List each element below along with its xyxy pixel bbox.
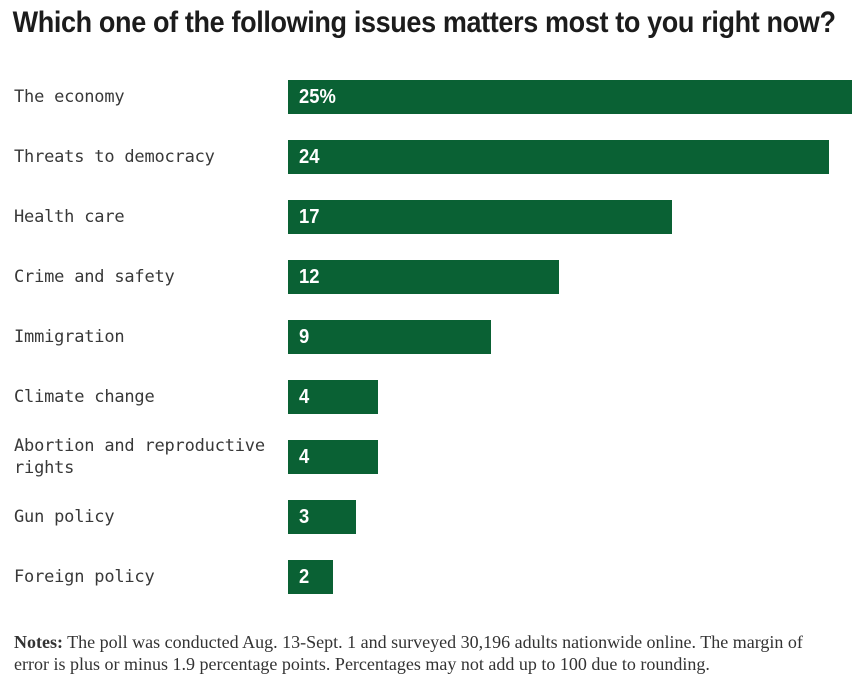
chart-row: The economy 25% xyxy=(0,67,867,127)
bar-value-label: 12 xyxy=(299,265,320,288)
chart-row: Climate change 4 xyxy=(0,367,867,427)
notes: Notes: The poll was conducted Aug. 13-Se… xyxy=(0,607,814,675)
bar: 25% xyxy=(288,80,852,114)
bar-value-label: 2 xyxy=(299,565,310,588)
notes-text: The poll was conducted Aug. 13-Sept. 1 a… xyxy=(14,632,803,674)
bar: 4 xyxy=(288,380,379,414)
bar-chart: The economy 25% Threats to democracy 24 … xyxy=(0,67,867,607)
bar-value-label: 24 xyxy=(299,145,320,168)
chart-row: Health care 17 xyxy=(0,187,867,247)
chart-row: Threats to democracy 24 xyxy=(0,127,867,187)
category-label: Immigration xyxy=(14,327,125,347)
bar: 3 xyxy=(288,500,356,534)
chart-row: Foreign policy 2 xyxy=(0,547,867,607)
bar-area: 12 xyxy=(288,260,852,294)
notes-label: Notes: xyxy=(14,632,63,652)
bar-value-label: 17 xyxy=(299,205,320,228)
bar-value-label: 3 xyxy=(299,505,310,528)
category-label: The economy xyxy=(14,87,125,107)
chart-row: Immigration 9 xyxy=(0,307,867,367)
bar-area: 17 xyxy=(288,200,852,234)
category-label: Gun policy xyxy=(14,507,115,527)
chart-title: Which one of the following issues matter… xyxy=(12,6,836,39)
bar: 4 xyxy=(288,440,379,474)
bar-value-label: 9 xyxy=(299,325,310,348)
category-label: Threats to democracy xyxy=(14,147,215,167)
category-label: Abortion and reproductive rights xyxy=(14,436,265,478)
category-label: Health care xyxy=(14,207,125,227)
bar-area: 2 xyxy=(288,560,852,594)
bar-value-label: 4 xyxy=(299,445,310,468)
bar: 9 xyxy=(288,320,492,354)
bar-value-label: 25% xyxy=(299,85,336,108)
category-label: Crime and safety xyxy=(14,267,175,287)
bar-value-label: 4 xyxy=(299,385,310,408)
category-label: Climate change xyxy=(14,387,155,407)
chart-row: Abortion and reproductive rights 4 xyxy=(0,427,867,487)
bar: 17 xyxy=(288,200,672,234)
bar: 12 xyxy=(288,260,559,294)
bar-area: 25% xyxy=(288,80,852,114)
bar-area: 9 xyxy=(288,320,852,354)
chart-row: Gun policy 3 xyxy=(0,487,867,547)
bar: 2 xyxy=(288,560,334,594)
bar-area: 4 xyxy=(288,440,852,474)
bar-area: 24 xyxy=(288,140,852,174)
bar-area: 3 xyxy=(288,500,852,534)
chart-row: Crime and safety 12 xyxy=(0,247,867,307)
bar: 24 xyxy=(288,140,830,174)
bar-area: 4 xyxy=(288,380,852,414)
category-label: Foreign policy xyxy=(14,567,155,587)
